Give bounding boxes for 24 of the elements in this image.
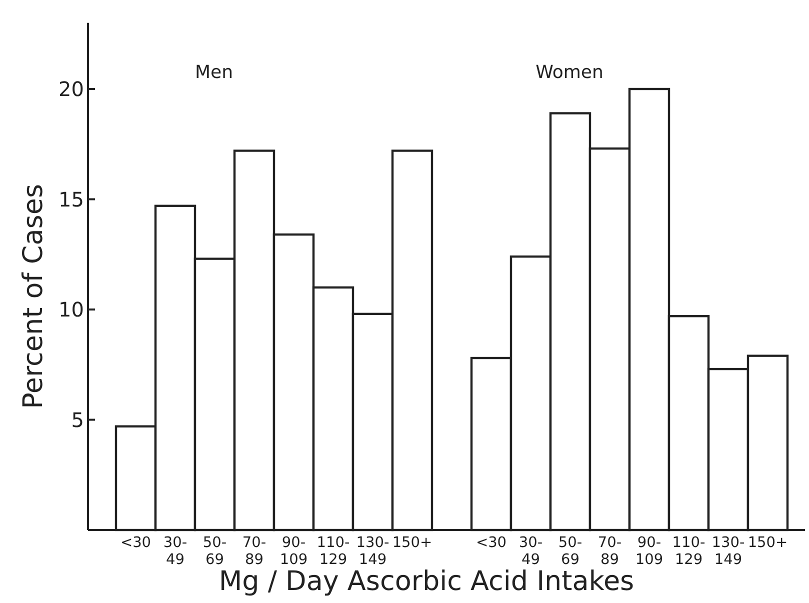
x-tick-label: 130-149 bbox=[712, 535, 745, 568]
x-tick-label: 150+ bbox=[392, 535, 432, 551]
x-tick-label: 150+ bbox=[748, 535, 788, 551]
x-tick-label: 110-129 bbox=[316, 535, 350, 568]
y-axis-title: Percent of Cases bbox=[18, 184, 49, 409]
x-tick-label: 50-69 bbox=[558, 535, 582, 568]
x-tick-label: 70-89 bbox=[242, 535, 266, 568]
annotation: Men bbox=[194, 62, 234, 83]
y-tick-label: 20 bbox=[58, 77, 84, 101]
y-tick-label: 10 bbox=[58, 298, 84, 322]
x-tick-label: 70-89 bbox=[598, 535, 622, 568]
x-tick-label: 50-69 bbox=[202, 535, 227, 568]
annotation: Women bbox=[536, 62, 604, 83]
x-tick-label: 30-49 bbox=[518, 535, 543, 568]
x-axis-title: Mg / Day Ascorbic Acid Intakes bbox=[218, 566, 634, 597]
x-tick-label: 90-109 bbox=[635, 535, 664, 568]
y-tick-label: 15 bbox=[58, 187, 84, 212]
x-tick-label: 130-149 bbox=[356, 535, 390, 568]
x-tick-label: 90-109 bbox=[280, 535, 308, 568]
x-tick-label: 110-129 bbox=[672, 535, 706, 568]
x-tick-label: 30-49 bbox=[163, 535, 188, 568]
x-tick-label: <30 bbox=[476, 535, 507, 551]
y-tick-label: 5 bbox=[71, 408, 84, 432]
x-tick-label: <30 bbox=[120, 535, 152, 551]
